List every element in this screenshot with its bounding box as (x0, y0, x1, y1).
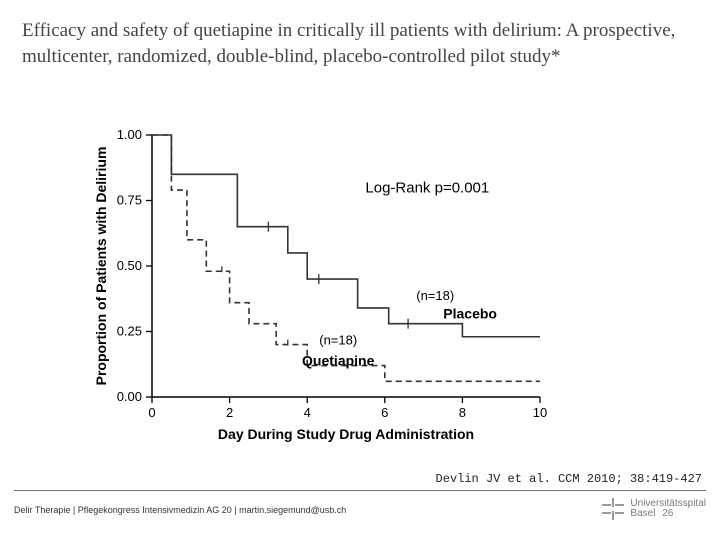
svg-text:0.75: 0.75 (117, 193, 142, 208)
citation-text: Devlin JV et al. CCM 2010; 38:419-427 (436, 472, 702, 486)
svg-text:8: 8 (459, 405, 466, 420)
svg-text:0.25: 0.25 (117, 324, 142, 339)
svg-text:1.00: 1.00 (117, 127, 142, 142)
km-chart: 0 2 4 6 8 10 0.00 0.25 0.50 0.75 1.00 Day During St… (90, 125, 550, 445)
footer-left-text: Delir Therapie | Pflegekongress Intensiv… (14, 505, 346, 515)
footer-rule (14, 490, 706, 491)
svg-text:0.50: 0.50 (117, 258, 142, 273)
footer-line2: Basel (630, 508, 655, 519)
svg-text:Placebo: Placebo (443, 305, 497, 321)
basel-logo-icon (602, 498, 624, 520)
svg-text:0.00: 0.00 (117, 389, 142, 404)
svg-text:6: 6 (381, 405, 388, 420)
svg-text:4: 4 (304, 405, 311, 420)
svg-text:10: 10 (533, 405, 547, 420)
paper-title: Efficacy and safety of quetiapine in cri… (0, 0, 720, 77)
svg-text:Day During Study Drug Administ: Day During Study Drug Administration (218, 426, 474, 442)
svg-text:0: 0 (148, 405, 155, 420)
svg-text:Proportion of Patients with De: Proportion of Patients with Delirium (93, 147, 109, 386)
footer-institution: Universitätsspital Basel 26 (630, 499, 706, 520)
footer-right: Universitätsspital Basel 26 (602, 498, 706, 520)
svg-text:Log-Rank p=0.001: Log-Rank p=0.001 (365, 180, 489, 197)
page-number: 26 (662, 508, 673, 519)
svg-text:2: 2 (226, 405, 233, 420)
svg-text:(n=18): (n=18) (416, 288, 454, 303)
svg-text:Quetiapine: Quetiapine (302, 353, 375, 369)
svg-text:(n=18): (n=18) (319, 333, 357, 348)
